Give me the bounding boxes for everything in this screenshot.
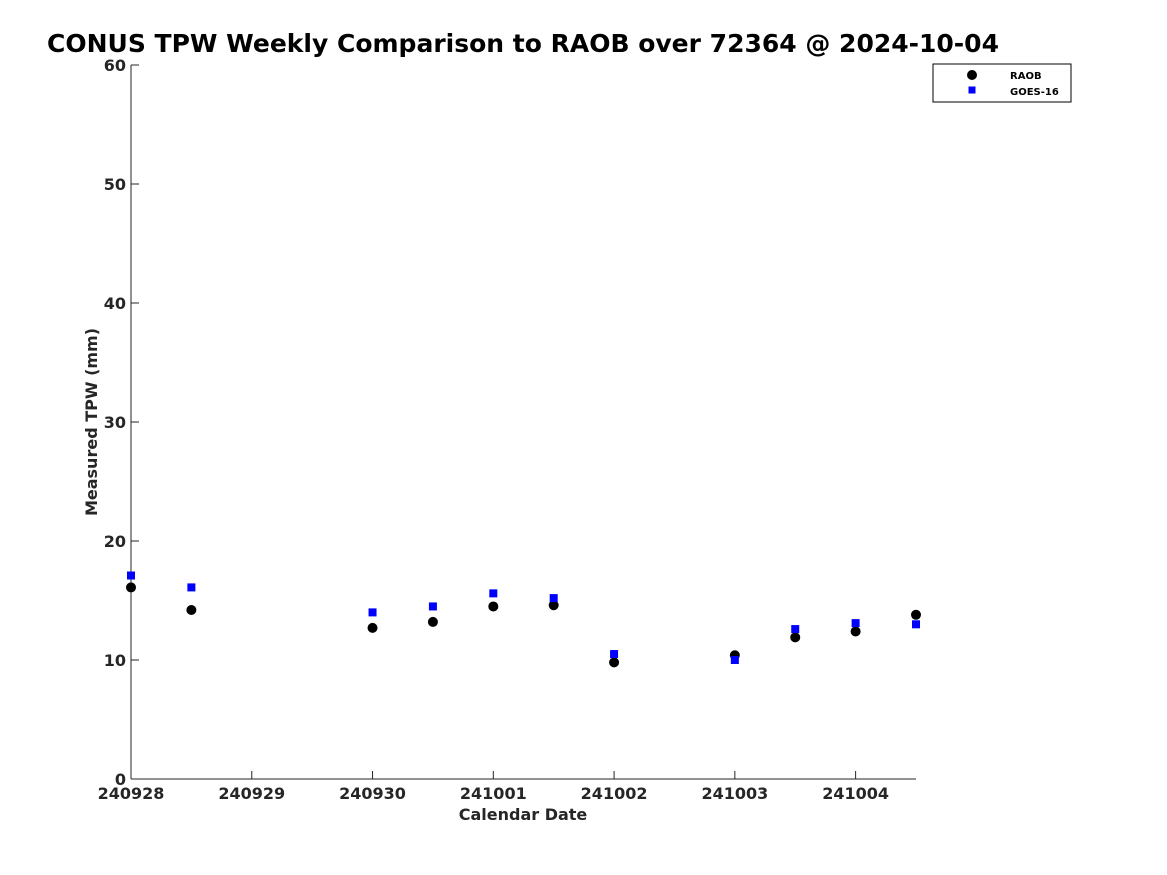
raob-point: [367, 622, 378, 633]
legend-raob-marker: [967, 70, 977, 80]
goes16-point: [489, 589, 498, 598]
y-tick-label: 20: [104, 532, 126, 551]
goes16-point: [549, 594, 558, 603]
goes16-point: [610, 650, 619, 659]
goes16-point: [428, 602, 437, 611]
y-tick-label: 60: [104, 56, 126, 75]
x-tick-label: 241002: [581, 784, 648, 803]
y-tick-label: 0: [115, 770, 126, 789]
raob-point: [126, 582, 136, 593]
x-tick-label: 240929: [218, 784, 285, 803]
raob-point: [548, 600, 559, 611]
chart-title: CONUS TPW Weekly Comparison to RAOB over…: [47, 29, 999, 58]
goes16-point: [368, 608, 377, 617]
raob-point: [488, 601, 499, 612]
legend-goes-label: GOES-16: [1010, 87, 1059, 98]
raob-point: [427, 616, 438, 627]
y-tick-label: 50: [104, 175, 126, 194]
legend-box: [932, 63, 1072, 103]
y-tick-label: 40: [104, 294, 126, 313]
goes16-point: [730, 656, 739, 664]
legend-raob-label: RAOB: [1010, 71, 1042, 82]
x-tick-label: 241003: [701, 784, 768, 803]
y-axis-label: Measured TPW (mm): [82, 328, 101, 516]
x-tick-label: 240930: [339, 784, 406, 803]
legend-goes-marker: [968, 86, 976, 94]
goes16-point: [791, 625, 800, 634]
raob-point: [850, 626, 861, 637]
y-ticks: 0 10 20 30 40 50 60: [104, 56, 139, 789]
raob-point: [790, 632, 801, 643]
y-tick-label: 30: [104, 413, 126, 432]
goes16-point: [187, 583, 196, 592]
x-tick-label: 241004: [822, 784, 889, 803]
data-markers: [126, 571, 921, 668]
goes16-point: [912, 620, 920, 629]
x-ticks: 240928 240929 240930 241001 241002 241003 2410…: [98, 771, 889, 803]
plot-axes: [130, 65, 916, 780]
x-axis-label: Calendar Date: [459, 805, 588, 824]
goes16-point: [851, 619, 860, 628]
goes16-point: [127, 571, 135, 580]
legend: RAOB GOES-16: [932, 63, 1072, 103]
y-tick-label: 10: [104, 651, 126, 670]
raob-point: [186, 605, 197, 616]
raob-point: [911, 609, 921, 620]
x-tick-label: 241001: [460, 784, 527, 803]
raob-point: [609, 657, 620, 668]
x-tick-label: 240928: [98, 784, 165, 803]
